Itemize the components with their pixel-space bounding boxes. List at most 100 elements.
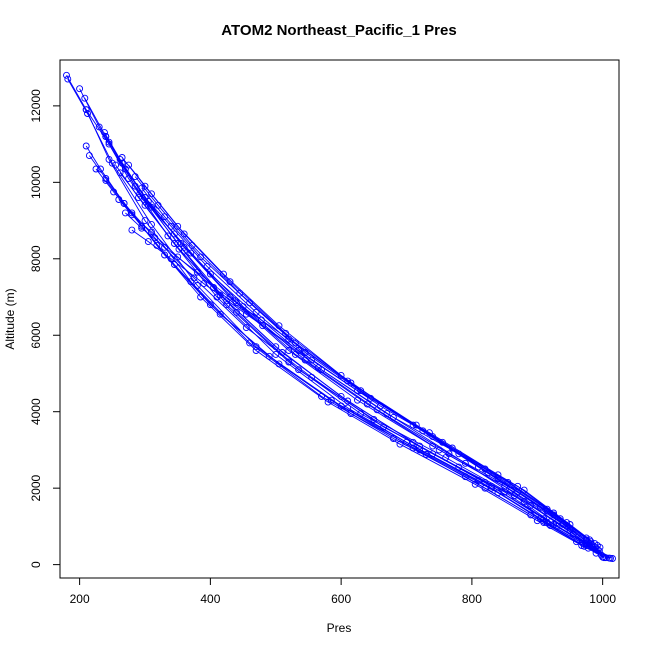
data-point xyxy=(455,463,463,471)
data-point xyxy=(108,159,116,167)
y-tick-label: 12000 xyxy=(29,89,43,123)
data-point xyxy=(596,543,604,551)
data-point xyxy=(85,152,93,160)
data-point xyxy=(110,188,118,196)
data-point xyxy=(527,501,535,509)
profile-series xyxy=(118,154,586,542)
data-point xyxy=(337,402,345,410)
chart-title: ATOM2 Northeast_Pacific_1 Pres xyxy=(221,22,456,39)
data-point xyxy=(422,451,430,458)
x-tick-label: 400 xyxy=(200,592,220,606)
profile-series xyxy=(138,184,599,548)
data-point xyxy=(389,413,397,421)
data-point xyxy=(242,310,250,318)
series-line xyxy=(89,155,585,547)
data-point xyxy=(167,255,175,263)
data-point xyxy=(272,343,280,351)
data-point xyxy=(540,515,548,523)
data-point xyxy=(514,482,522,490)
data-point xyxy=(120,199,128,207)
data-point xyxy=(116,169,124,177)
data-point xyxy=(175,245,183,253)
data-point xyxy=(197,253,205,261)
data-point xyxy=(101,129,108,137)
series-line xyxy=(144,197,598,546)
data-point xyxy=(586,542,594,549)
profile-series xyxy=(115,196,605,559)
data-point xyxy=(206,270,214,278)
data-point xyxy=(97,165,104,173)
data-point xyxy=(102,133,110,140)
series-line xyxy=(67,78,607,559)
data-point xyxy=(233,299,240,307)
data-point xyxy=(131,173,139,181)
data-point xyxy=(112,161,120,169)
data-point xyxy=(216,291,224,299)
data-point xyxy=(278,349,286,356)
series-line xyxy=(119,172,590,546)
data-point xyxy=(128,211,136,219)
data-point xyxy=(135,194,142,202)
data-point xyxy=(223,297,231,305)
data-point xyxy=(141,217,149,225)
data-point xyxy=(540,519,548,527)
data-point xyxy=(520,498,528,505)
data-point xyxy=(363,400,371,408)
data-point xyxy=(367,394,375,402)
data-point xyxy=(347,410,355,418)
profile-series xyxy=(125,161,590,544)
data-point xyxy=(102,176,110,184)
profile-series xyxy=(131,173,595,546)
y-axis-label: Altitude (m) xyxy=(3,288,17,349)
data-point xyxy=(174,222,182,230)
data-point xyxy=(275,360,283,368)
data-point xyxy=(200,280,208,288)
profile-series xyxy=(82,106,616,562)
data-point xyxy=(138,224,146,232)
data-point xyxy=(272,350,280,358)
data-point xyxy=(81,94,89,102)
data-point xyxy=(337,392,345,400)
data-point xyxy=(236,289,244,297)
data-point xyxy=(167,222,175,230)
series-line xyxy=(108,141,600,552)
series-line xyxy=(134,176,592,543)
data-point xyxy=(141,194,149,202)
data-point xyxy=(609,555,616,562)
data-point xyxy=(115,196,123,203)
profile-series xyxy=(102,133,602,554)
x-tick-label: 200 xyxy=(70,592,90,606)
data-point xyxy=(556,515,564,523)
data-point xyxy=(187,249,195,257)
series-layer xyxy=(63,71,616,562)
series-line xyxy=(141,187,596,544)
series-line xyxy=(66,75,603,558)
data-point xyxy=(148,228,155,236)
data-point xyxy=(161,251,169,259)
series-line xyxy=(84,97,611,559)
data-point xyxy=(520,486,528,494)
data-point xyxy=(445,450,453,458)
series-line xyxy=(85,109,613,559)
series-line xyxy=(128,164,587,541)
data-point xyxy=(105,138,113,146)
x-tick-label: 1000 xyxy=(589,592,616,606)
series-line xyxy=(104,132,597,550)
profile-series xyxy=(76,85,613,562)
data-point xyxy=(141,201,149,209)
data-point xyxy=(599,553,607,561)
y-tick-label: 10000 xyxy=(29,165,43,199)
x-axis: 200 400 600 800 1000 xyxy=(70,578,616,606)
data-point xyxy=(188,241,196,249)
data-point xyxy=(582,540,590,548)
data-point xyxy=(170,230,178,238)
data-point xyxy=(161,243,169,251)
y-tick-label: 8000 xyxy=(29,245,43,272)
y-tick-label: 4000 xyxy=(29,398,43,425)
data-point xyxy=(252,347,260,354)
data-point xyxy=(344,397,352,405)
series-line xyxy=(105,136,599,551)
data-point xyxy=(587,538,595,546)
data-point xyxy=(546,518,554,526)
data-point xyxy=(118,154,126,161)
